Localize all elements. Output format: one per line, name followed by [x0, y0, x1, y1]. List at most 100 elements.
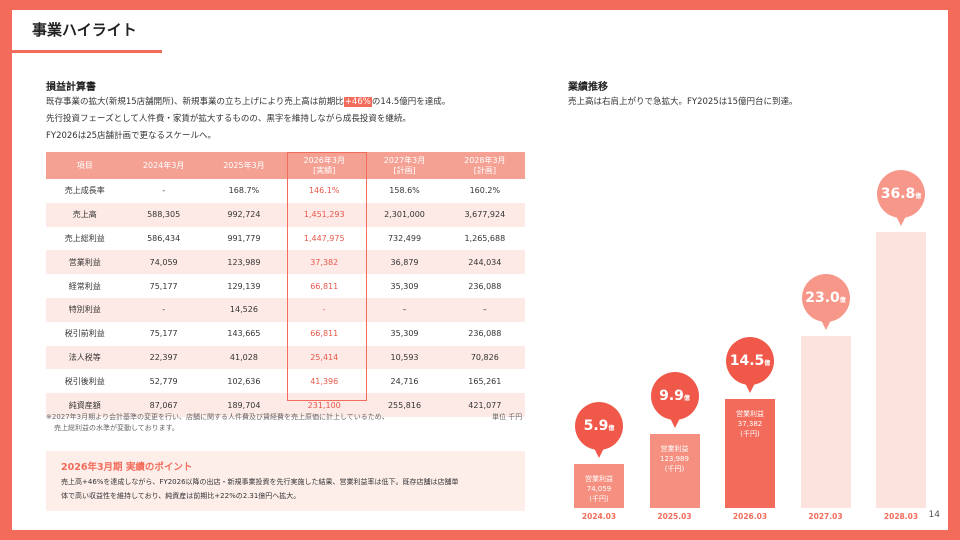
table-header-row: 項目 2024年3月 2025年3月 2026年3月 [実績] 2027年3月 [計… — [46, 152, 525, 179]
x-tick-label: 2024.03 — [581, 512, 617, 521]
key-points-title: 2026年3月期 実績のポイント — [61, 462, 193, 473]
col-header-tag: [計画] — [473, 165, 496, 175]
col-header-year: 項目 — [76, 160, 93, 170]
row-label: 税引前利益 — [46, 321, 124, 346]
performance-heading: 業績推移 — [568, 82, 608, 93]
table-cell: 2,301,000 — [364, 202, 445, 227]
table-cell: 129,139 — [203, 274, 285, 298]
row-label: 経常利益 — [46, 274, 124, 298]
slide: 事業ハイライト 損益計算書 既存事業の拡大(新規15店舗開所)、新規事業の立ち上… — [12, 10, 948, 530]
table-cell: 75,177 — [123, 274, 204, 298]
table-cell: 160.2% — [444, 179, 525, 203]
table-cell: 41,396 — [284, 369, 365, 394]
table-cell: 24,716 — [364, 369, 445, 394]
table-cell: 10,593 — [364, 345, 445, 370]
table-cell: 66,811 — [284, 274, 365, 298]
pl-summary: 既存事業の拡大(新規15店舗開所)、新規事業の立ち上げにより売上高は前期比+46… — [46, 94, 536, 145]
col-header-year: 2028年3月 — [464, 155, 506, 165]
row-label: 営業利益 — [46, 250, 124, 275]
col-header-tag: [計画] — [393, 165, 416, 175]
bar-2028.03 — [876, 232, 926, 508]
table-cell: 421,077 — [444, 393, 525, 417]
table-cell: 146.1% — [284, 179, 365, 203]
bar-note-line: 営業利益 — [736, 410, 764, 419]
key-points-box: 2026年3月期 実績のポイント 売上高+46%を達成しながら、FY2026以降… — [46, 451, 525, 511]
table-cell: 236,088 — [444, 274, 525, 298]
table-cell: 41,028 — [203, 345, 285, 370]
key-points-line2: 体で高い収益性を維持しており、純資産は前期比+22%の2.31億円へ拡大。 — [61, 492, 301, 500]
table-cell: 588,305 — [123, 202, 204, 227]
table-cell: 36,879 — [364, 250, 445, 275]
value-label: 5.9 — [583, 417, 609, 434]
bar-note-line: 74,059 — [586, 484, 612, 493]
table-cell: 991,779 — [203, 226, 285, 251]
bar-2024.03: 営業利益 74,059 (千円) — [574, 463, 624, 508]
x-tick-label: 2028.03 — [883, 512, 919, 521]
row-label: 法人税等 — [46, 345, 124, 370]
title-underline — [12, 50, 162, 53]
key-points-body: 売上高+46%を達成しながら、FY2026以降の出店・新規事業投資を先行実施した… — [61, 475, 521, 503]
table-cell: - — [123, 179, 204, 203]
value-bubble: 9.9億 — [650, 371, 699, 428]
col-header: 2028年3月 [計画] — [444, 152, 525, 179]
col-header: 2025年3月 — [203, 152, 285, 179]
income-statement-table: 項目 2024年3月 2025年3月 2026年3月 [実績] 2027年3月 [計… — [46, 152, 525, 417]
footnote-line1: ※2027年3月期より会計基準の変更を行い、店舗に関する人件費及び賃経費を売上原… — [46, 413, 389, 421]
bar-note-line: 営業利益 — [585, 474, 613, 483]
value-label: 9.9 — [659, 387, 684, 404]
value-bubble: 36.8億 — [877, 170, 925, 226]
bar-note: 営業利益 37,382 (千円) — [725, 409, 775, 439]
bar-2027.03 — [800, 335, 851, 508]
x-tick-label: 2027.03 — [808, 512, 843, 521]
table-cell: 74,059 — [123, 250, 204, 275]
table-cell: 102,636 — [203, 369, 285, 394]
value-label: 23.0 — [805, 289, 840, 306]
value-bubble: 14.5億 — [726, 337, 774, 394]
col-header: 2024年3月 — [123, 152, 204, 179]
bar-2025.03: 営業利益 123,989 (千円) — [649, 433, 700, 508]
table-cell: 158.6% — [364, 179, 445, 203]
table-cell: 75,177 — [123, 321, 204, 346]
table-cell: 37,382 — [284, 250, 365, 275]
pl-summary-line3: FY2026は25店舗計画で更なるスケールへ。 — [46, 131, 217, 141]
table-cell: 25,414 — [284, 345, 365, 370]
bar-note-line: (千円) — [740, 430, 760, 439]
value-unit: 億 — [915, 193, 922, 200]
table-row: 売上総利益 586,434 991,779 1,447,975 732,499 1,265… — [46, 226, 525, 251]
bar-2026.03: 営業利益 37,382 (千円) — [725, 399, 775, 508]
value-bubble: 23.0億 — [801, 273, 850, 330]
value-unit: 億 — [764, 360, 771, 368]
table-cell: 52,779 — [123, 369, 204, 394]
row-label: 売上成長率 — [46, 179, 124, 203]
table-cell: 168.7% — [203, 179, 285, 203]
table-row: 売上高 588,305 992,724 1,451,293 2,301,000 3,677… — [46, 202, 525, 227]
value-unit: 億 — [608, 424, 615, 432]
table-cell: 992,724 — [203, 202, 285, 227]
row-label: 売上高 — [46, 202, 124, 227]
table-row: 経常利益 75,177 129,139 66,811 35,309 236,088 — [46, 274, 525, 298]
table-cell: 123,989 — [203, 250, 285, 275]
row-label: 純資産額 — [46, 393, 124, 417]
bar-note-line: 営業利益 — [660, 444, 689, 453]
table-cell: 3,677,924 — [444, 202, 525, 227]
col-header: 2027年3月 [計画] — [364, 152, 445, 179]
table-cell: 231,100 — [284, 393, 365, 417]
table-row: 税引後利益 52,779 102,636 41,396 24,716 165,261 — [46, 369, 525, 394]
row-label: 税引後利益 — [46, 369, 124, 394]
value-label: 36.8 — [880, 186, 916, 202]
row-label: 特別利益 — [46, 297, 124, 322]
pl-summary-line1: 既存事業の拡大(新規15店舗開所)、新規事業の立ち上げにより売上高は前期比+46… — [46, 94, 536, 111]
table-row: 売上成長率 -168.7% 146.1% 158.6% 160.2% — [46, 179, 525, 203]
col-header: 2026年3月 [実績] — [284, 152, 365, 179]
value-label: 14.5 — [729, 353, 765, 370]
bar-note: 営業利益 74,059 (千円) — [574, 474, 624, 504]
performance-desc: 売上高は右肩上がりで急拡大。FY2025は15億円台に到達。 — [568, 97, 798, 107]
table-cell: 70,826 — [444, 345, 525, 370]
table-cell: 189,704 — [203, 393, 285, 417]
bar-note: 営業利益 123,989 (千円) — [650, 444, 700, 474]
table-row: 営業利益 74,059 123,989 37,382 36,879 244,034 — [46, 250, 525, 275]
x-tick-label: 2025.03 — [657, 512, 692, 521]
table-body: 売上成長率 -168.7% 146.1% 158.6% 160.2% 売上高 588,305… — [46, 179, 525, 417]
col-header-year: 2027年3月 — [383, 155, 426, 165]
pl-summary-line1-end: の14.5億円を達成。 — [371, 97, 451, 107]
